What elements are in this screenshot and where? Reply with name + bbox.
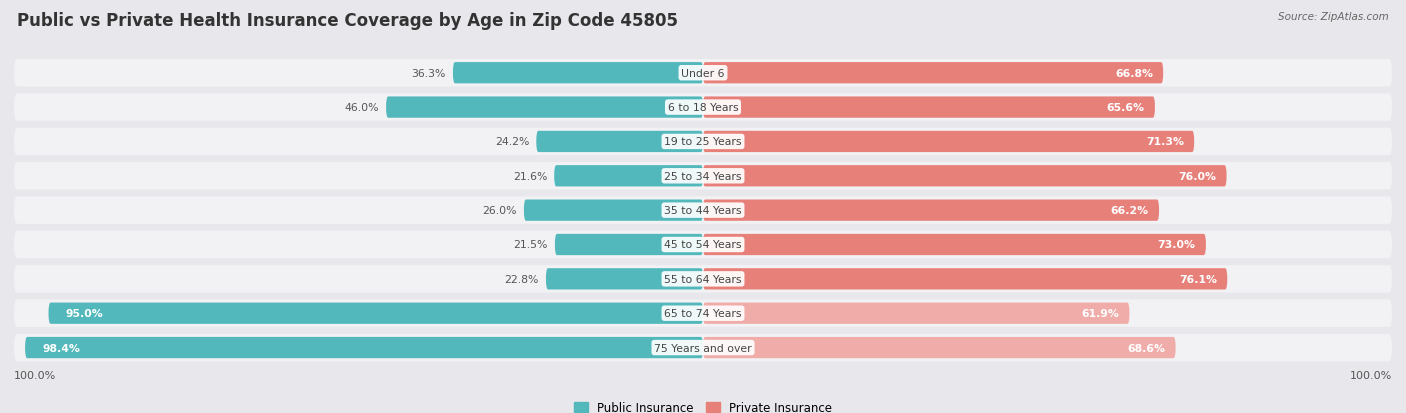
Text: 71.3%: 71.3% <box>1146 137 1184 147</box>
Text: 95.0%: 95.0% <box>66 309 104 318</box>
FancyBboxPatch shape <box>14 163 1392 190</box>
Text: 21.5%: 21.5% <box>513 240 548 250</box>
Text: 6 to 18 Years: 6 to 18 Years <box>668 103 738 113</box>
Text: 21.6%: 21.6% <box>513 171 547 181</box>
Text: 36.3%: 36.3% <box>412 69 446 78</box>
FancyBboxPatch shape <box>546 268 703 290</box>
FancyBboxPatch shape <box>14 94 1392 121</box>
FancyBboxPatch shape <box>14 60 1392 87</box>
Text: Source: ZipAtlas.com: Source: ZipAtlas.com <box>1278 12 1389 22</box>
FancyBboxPatch shape <box>14 128 1392 156</box>
Legend: Public Insurance, Private Insurance: Public Insurance, Private Insurance <box>574 401 832 413</box>
FancyBboxPatch shape <box>14 197 1392 224</box>
FancyBboxPatch shape <box>555 234 703 256</box>
FancyBboxPatch shape <box>703 268 1227 290</box>
FancyBboxPatch shape <box>703 97 1154 119</box>
FancyBboxPatch shape <box>48 303 703 324</box>
Text: 25 to 34 Years: 25 to 34 Years <box>664 171 742 181</box>
Text: Public vs Private Health Insurance Coverage by Age in Zip Code 45805: Public vs Private Health Insurance Cover… <box>17 12 678 30</box>
FancyBboxPatch shape <box>14 266 1392 293</box>
Text: 100.0%: 100.0% <box>1350 370 1392 380</box>
Text: 98.4%: 98.4% <box>42 343 80 353</box>
Text: 66.2%: 66.2% <box>1111 206 1149 216</box>
Text: 73.0%: 73.0% <box>1157 240 1195 250</box>
FancyBboxPatch shape <box>25 337 703 358</box>
FancyBboxPatch shape <box>554 166 703 187</box>
Text: 55 to 64 Years: 55 to 64 Years <box>664 274 742 284</box>
FancyBboxPatch shape <box>703 200 1159 221</box>
FancyBboxPatch shape <box>14 300 1392 327</box>
FancyBboxPatch shape <box>453 63 703 84</box>
Text: 65.6%: 65.6% <box>1107 103 1144 113</box>
Text: 66.8%: 66.8% <box>1115 69 1153 78</box>
FancyBboxPatch shape <box>14 231 1392 259</box>
Text: 46.0%: 46.0% <box>344 103 380 113</box>
Text: 26.0%: 26.0% <box>482 206 517 216</box>
FancyBboxPatch shape <box>703 303 1129 324</box>
Text: 19 to 25 Years: 19 to 25 Years <box>664 137 742 147</box>
Text: 22.8%: 22.8% <box>505 274 538 284</box>
FancyBboxPatch shape <box>703 166 1226 187</box>
Text: 76.1%: 76.1% <box>1180 274 1218 284</box>
Text: 76.0%: 76.0% <box>1178 171 1216 181</box>
Text: 24.2%: 24.2% <box>495 137 530 147</box>
FancyBboxPatch shape <box>536 131 703 153</box>
Text: 45 to 54 Years: 45 to 54 Years <box>664 240 742 250</box>
Text: 75 Years and over: 75 Years and over <box>654 343 752 353</box>
FancyBboxPatch shape <box>524 200 703 221</box>
Text: Under 6: Under 6 <box>682 69 724 78</box>
FancyBboxPatch shape <box>14 334 1392 361</box>
FancyBboxPatch shape <box>703 131 1194 153</box>
FancyBboxPatch shape <box>387 97 703 119</box>
Text: 68.6%: 68.6% <box>1128 343 1166 353</box>
FancyBboxPatch shape <box>703 337 1175 358</box>
Text: 35 to 44 Years: 35 to 44 Years <box>664 206 742 216</box>
FancyBboxPatch shape <box>703 234 1206 256</box>
Text: 65 to 74 Years: 65 to 74 Years <box>664 309 742 318</box>
Text: 100.0%: 100.0% <box>14 370 56 380</box>
FancyBboxPatch shape <box>703 63 1163 84</box>
Text: 61.9%: 61.9% <box>1081 309 1119 318</box>
